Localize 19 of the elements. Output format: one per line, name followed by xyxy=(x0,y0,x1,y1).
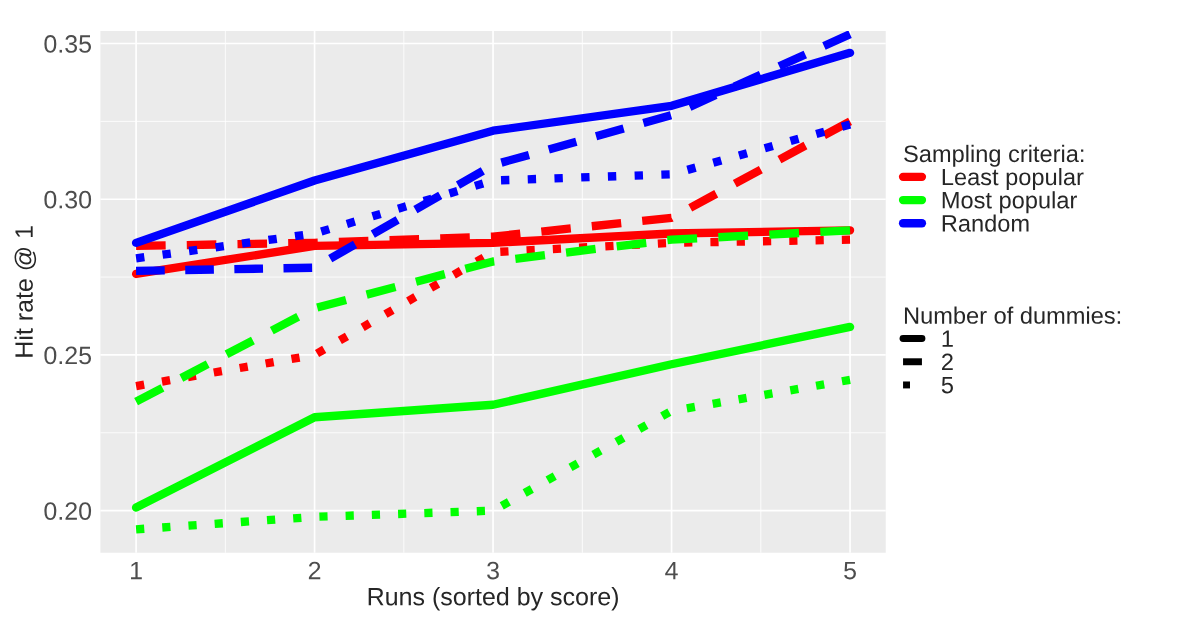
legend-label: Least popular xyxy=(942,168,1084,191)
x-tick-label: 5 xyxy=(844,561,856,580)
y-tick-label: 0.25 xyxy=(44,346,92,365)
x-axis-title: Runs (sorted by score) xyxy=(368,587,618,611)
x-tick-label: 3 xyxy=(487,561,499,580)
y-tick-label: 0.35 xyxy=(44,35,92,53)
y-axis-title: Hit rate @ 1 xyxy=(14,226,37,357)
legend-label: Most popular xyxy=(942,191,1077,214)
text: Sampling criteria: xyxy=(904,144,1084,167)
text: 1 xyxy=(942,330,953,347)
x-tick-label: 4 xyxy=(665,561,678,580)
x-tick-label: 1 xyxy=(131,561,142,580)
legend-label: Random xyxy=(942,214,1029,232)
y-tick-label: 0.30 xyxy=(44,190,92,209)
text: Number of dummies: xyxy=(904,306,1121,324)
text: 2 xyxy=(942,353,953,371)
text: 5 xyxy=(941,376,953,394)
x-tick-label: 2 xyxy=(308,561,321,580)
y-tick-label: 0.20 xyxy=(44,502,92,520)
